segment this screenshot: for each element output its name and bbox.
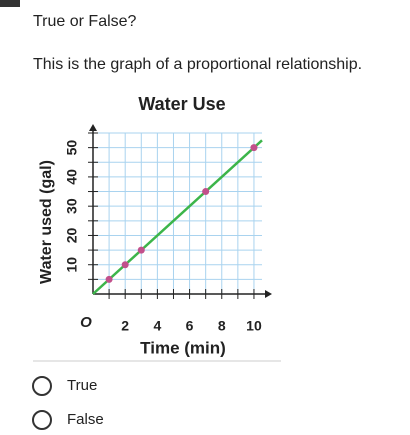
option-label[interactable]: False [67, 411, 104, 428]
x-tick-label: 10 [246, 318, 262, 334]
question-number-box [0, 0, 20, 7]
plot: 2 4 6 8 10 10 20 30 40 50 [64, 124, 272, 334]
point [202, 188, 210, 196]
prompt: True or False? [33, 13, 137, 30]
x-axis-arrow [265, 290, 272, 298]
y-axis-label: Water used (gal) [38, 160, 55, 284]
radio[interactable] [32, 410, 52, 430]
x-tick-label: 2 [121, 318, 129, 334]
option-true[interactable]: True [32, 376, 97, 396]
y-tick-label: 30 [64, 198, 80, 214]
x-tick-label: 6 [186, 318, 194, 334]
y-tick-label: 20 [64, 227, 80, 243]
point [250, 144, 258, 152]
point [105, 275, 113, 283]
statement: This is the graph of a proportional rela… [33, 56, 362, 73]
y-tick-label: 10 [64, 257, 80, 273]
x-tick-label: 8 [218, 318, 226, 334]
point [121, 261, 129, 269]
origin-label: O [80, 314, 92, 331]
line [92, 139, 263, 295]
x-axis-label: Time (min) [140, 338, 226, 357]
x-tick-label: 4 [153, 318, 161, 334]
y-tick-label: 40 [64, 169, 80, 185]
option-label[interactable]: True [67, 377, 97, 394]
option-false[interactable]: False [32, 410, 104, 430]
y-tick-label: 50 [64, 140, 80, 156]
radio[interactable] [32, 376, 52, 396]
point [137, 246, 145, 254]
chart-title: Water Use [138, 94, 225, 114]
y-axis-arrow [89, 124, 97, 131]
